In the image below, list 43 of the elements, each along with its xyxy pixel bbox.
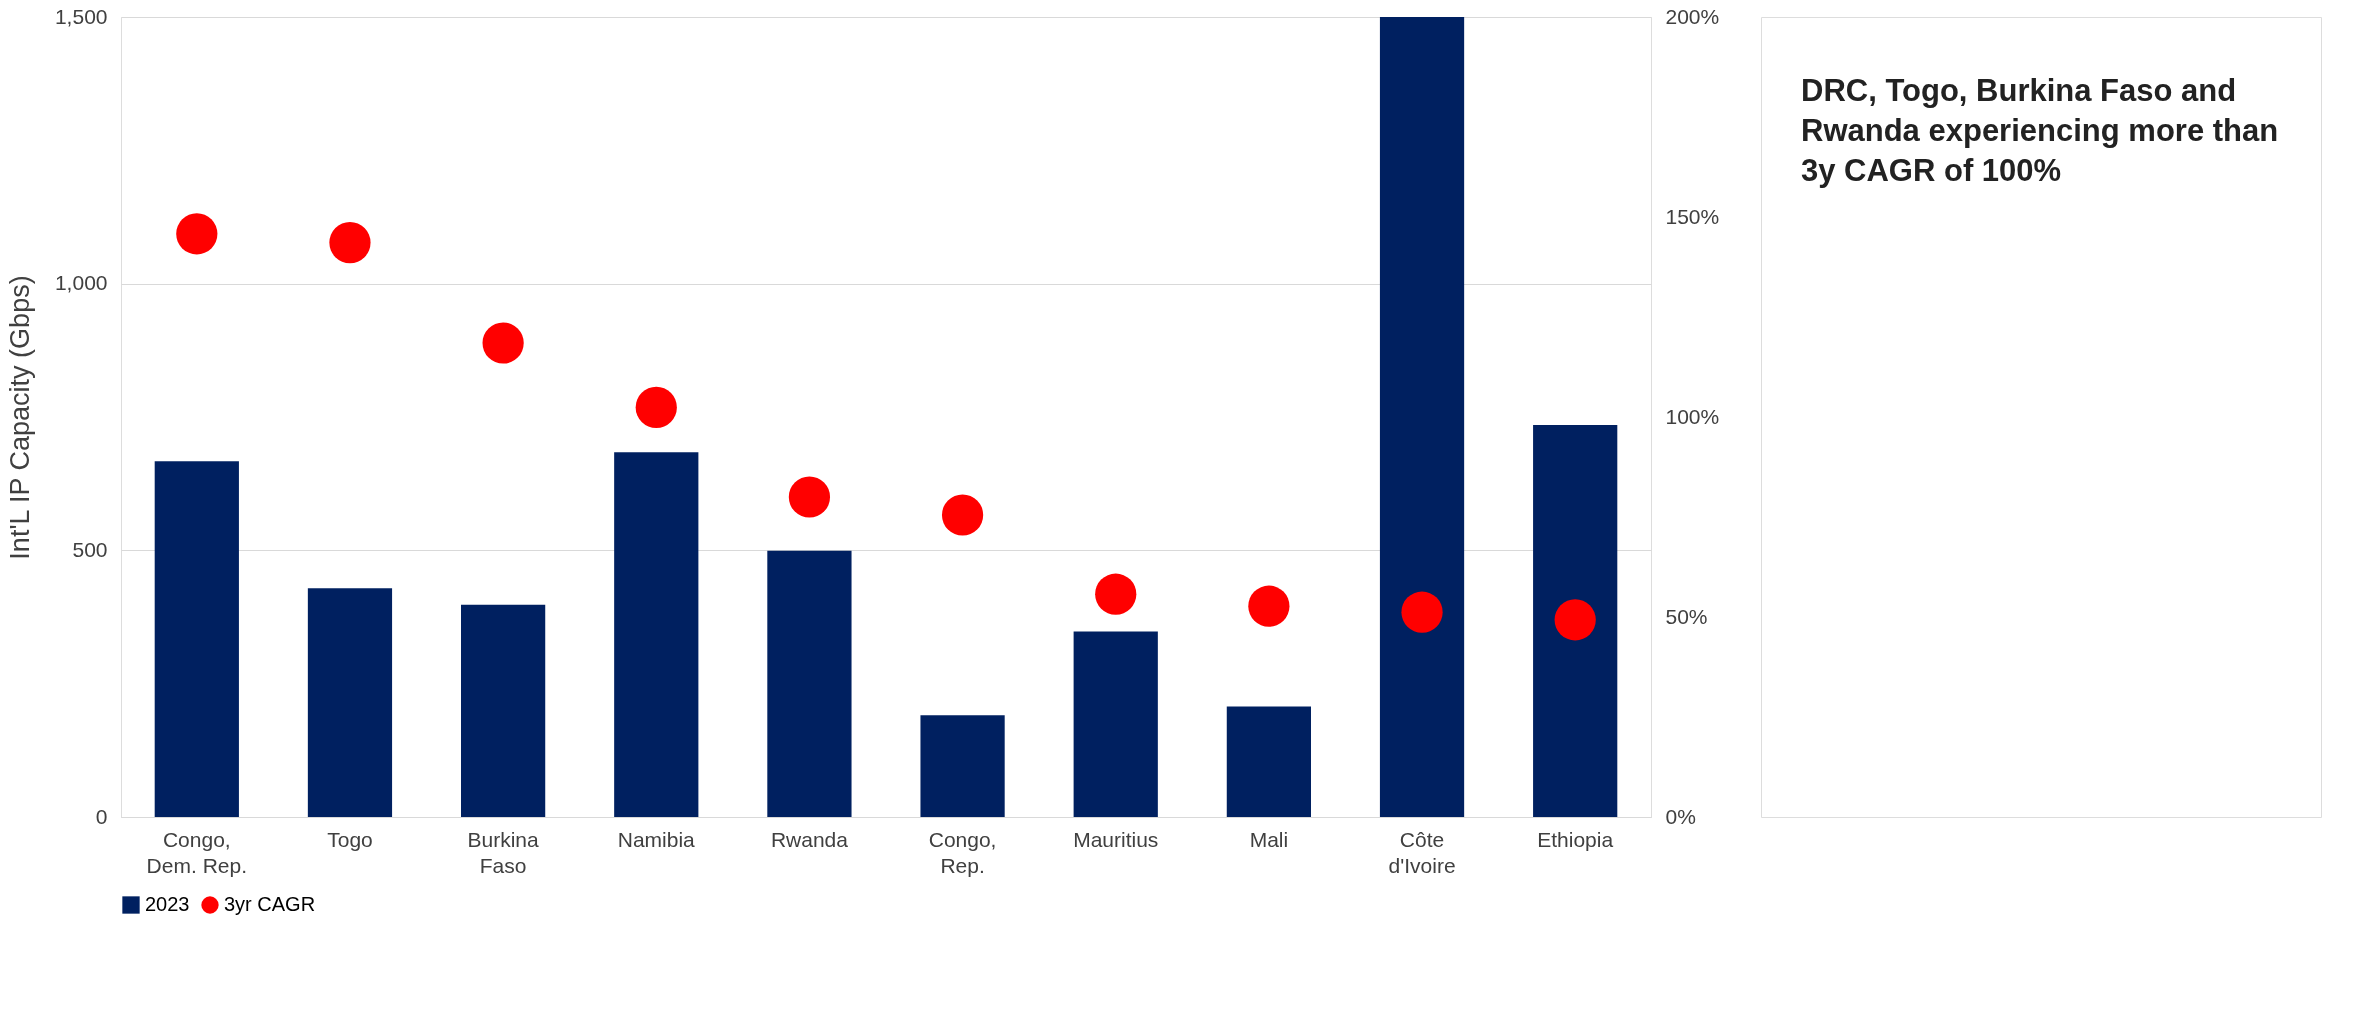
y2-tick-label: 50% [1665, 604, 1708, 628]
y2-tick-label: 150% [1665, 204, 1720, 228]
point [635, 386, 677, 428]
bar [1379, 17, 1465, 817]
text: DRC, Togo, Burkina Faso and Rwanda experiencing more than 3y CAGR of 100% [1801, 73, 2279, 188]
legend-label: 2023 [145, 893, 190, 915]
y-tick-label: 0 [95, 804, 108, 828]
x-tick-label: Togo [327, 827, 373, 851]
y-axis-title: Int'L IP Capacity (Gbps) [4, 275, 35, 560]
point [176, 213, 218, 255]
bar [614, 452, 699, 817]
x-tick-label: Ethiopia [1537, 827, 1614, 851]
point [482, 322, 524, 364]
point [1401, 591, 1443, 633]
y-tick-label: 500 [72, 537, 108, 561]
x-tick-label: Congo, Dem. Rep. [146, 827, 247, 877]
y2-tick-label: 100% [1665, 404, 1720, 428]
bar [1073, 631, 1158, 817]
x-tick-label: Rwanda [770, 827, 849, 851]
bar [1533, 425, 1618, 817]
point [941, 494, 984, 536]
point [1095, 573, 1137, 615]
x-tick-label: Mauritius [1073, 827, 1159, 851]
bar [920, 715, 1005, 817]
y2-tick-label: 0% [1665, 804, 1696, 828]
legend-label: 3yr CAGR [224, 893, 316, 915]
x-tick-label: Mali [1249, 827, 1289, 851]
y2-tick-label: 200% [1665, 4, 1720, 28]
bar [461, 604, 546, 817]
point [329, 222, 371, 264]
point [1554, 599, 1596, 641]
bar [1226, 706, 1311, 817]
x-tick-label: Namibia [617, 827, 696, 851]
bar [307, 588, 393, 817]
y-tick-label: 1,000 [54, 271, 108, 295]
x-tick-label: Congo, Rep. [928, 827, 997, 877]
x-tick-label: Côte d'Ivoire [1388, 827, 1456, 877]
bar [154, 461, 239, 817]
y-tick-label: 1,500 [54, 4, 108, 28]
point [1248, 585, 1290, 627]
point [788, 476, 831, 518]
bar [767, 550, 852, 817]
x-tick-label: Burkina Faso [467, 827, 540, 877]
